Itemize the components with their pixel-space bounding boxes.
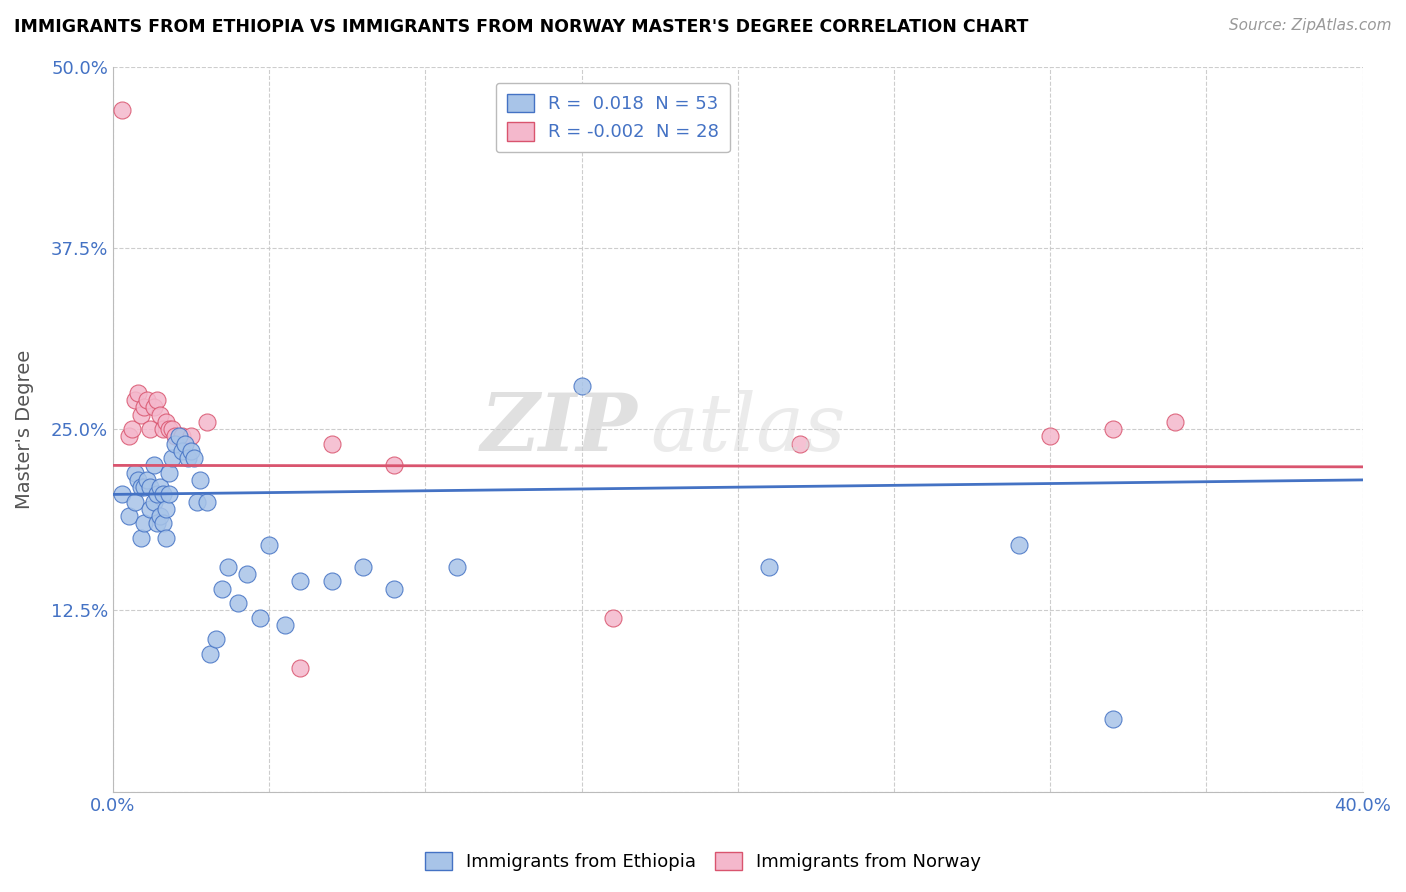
Point <box>162 451 184 466</box>
Text: Source: ZipAtlas.com: Source: ZipAtlas.com <box>1229 18 1392 33</box>
Point <box>290 661 312 675</box>
Point <box>129 480 152 494</box>
Point <box>149 480 172 494</box>
Point <box>382 582 405 596</box>
Point <box>195 415 218 429</box>
Text: atlas: atlas <box>650 391 845 468</box>
Point <box>290 574 312 589</box>
Point <box>218 560 240 574</box>
Point <box>186 494 208 508</box>
Point <box>177 451 200 466</box>
Point <box>155 531 177 545</box>
Point <box>139 422 162 436</box>
Point <box>124 466 146 480</box>
Point <box>173 436 195 450</box>
Point <box>758 560 780 574</box>
Point <box>152 487 174 501</box>
Point <box>111 487 134 501</box>
Point <box>352 560 374 574</box>
Text: ZIP: ZIP <box>481 391 638 468</box>
Point <box>183 451 205 466</box>
Point <box>1039 429 1062 443</box>
Point <box>134 516 156 531</box>
Point <box>162 422 184 436</box>
Point <box>446 560 468 574</box>
Point <box>152 422 174 436</box>
Point <box>117 429 139 443</box>
Point <box>249 610 271 624</box>
Point <box>121 422 143 436</box>
Point <box>165 429 187 443</box>
Point <box>157 422 180 436</box>
Point <box>211 582 233 596</box>
Point <box>139 502 162 516</box>
Point <box>124 494 146 508</box>
Point <box>129 531 152 545</box>
Point <box>167 429 190 443</box>
Point <box>195 494 218 508</box>
Point <box>157 466 180 480</box>
Point <box>145 393 167 408</box>
Point <box>149 408 172 422</box>
Point <box>149 509 172 524</box>
Point <box>136 473 159 487</box>
Point <box>236 567 259 582</box>
Point <box>180 443 202 458</box>
Point <box>165 436 187 450</box>
Point <box>198 647 221 661</box>
Point <box>180 429 202 443</box>
Point <box>190 473 212 487</box>
Text: IMMIGRANTS FROM ETHIOPIA VS IMMIGRANTS FROM NORWAY MASTER'S DEGREE CORRELATION C: IMMIGRANTS FROM ETHIOPIA VS IMMIGRANTS F… <box>14 18 1028 36</box>
Point <box>205 632 228 647</box>
Point <box>1008 538 1031 552</box>
Point <box>1101 422 1123 436</box>
Point <box>134 480 156 494</box>
Point <box>142 401 165 415</box>
Point <box>142 494 165 508</box>
Y-axis label: Master's Degree: Master's Degree <box>15 350 34 508</box>
Point <box>127 385 149 400</box>
Point <box>129 408 152 422</box>
Point <box>257 538 280 552</box>
Point <box>789 436 811 450</box>
Legend: Immigrants from Ethiopia, Immigrants from Norway: Immigrants from Ethiopia, Immigrants fro… <box>418 845 988 879</box>
Point <box>155 502 177 516</box>
Point <box>170 429 193 443</box>
Point <box>157 487 180 501</box>
Point <box>139 480 162 494</box>
Point <box>124 393 146 408</box>
Point <box>142 458 165 473</box>
Point <box>1101 712 1123 726</box>
Point <box>602 610 624 624</box>
Point <box>226 596 249 610</box>
Point <box>1164 415 1187 429</box>
Point <box>117 509 139 524</box>
Point <box>152 516 174 531</box>
Point <box>155 415 177 429</box>
Point <box>136 393 159 408</box>
Point <box>134 401 156 415</box>
Point <box>145 516 167 531</box>
Point <box>571 378 593 392</box>
Point <box>127 473 149 487</box>
Point <box>274 618 297 632</box>
Point <box>145 487 167 501</box>
Point <box>111 103 134 117</box>
Point <box>321 574 343 589</box>
Point <box>170 443 193 458</box>
Legend: R =  0.018  N = 53, R = -0.002  N = 28: R = 0.018 N = 53, R = -0.002 N = 28 <box>496 83 730 153</box>
Point <box>321 436 343 450</box>
Point <box>382 458 405 473</box>
